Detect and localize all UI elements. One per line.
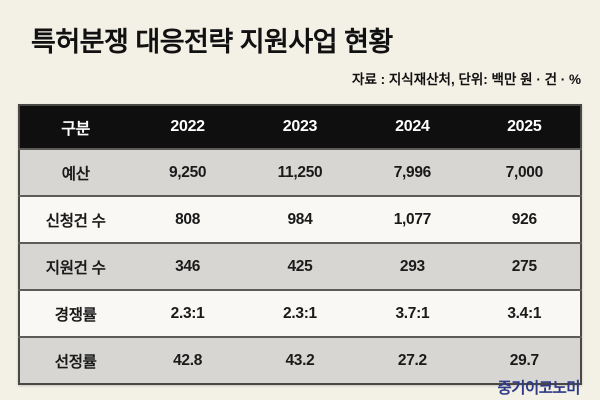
table-cell: 346 (131, 242, 244, 290)
column-header-category: 구분 (19, 105, 132, 149)
table-cell: 293 (356, 242, 469, 290)
column-header-2025: 2025 (468, 105, 581, 149)
table-cell: 3.7:1 (356, 289, 469, 337)
column-header-2022: 2022 (131, 105, 244, 149)
column-header-2023: 2023 (243, 105, 357, 149)
table-header-row: 구분 2022 2023 2024 2025 (19, 105, 581, 149)
row-label-budget: 예산 (19, 148, 132, 196)
table-row-supported: 지원건 수 346 425 293 275 (19, 242, 581, 290)
table-cell: 11,250 (243, 148, 357, 196)
table-cell: 275 (468, 242, 581, 290)
table-cell: 7,996 (356, 148, 469, 196)
table-cell: 926 (468, 195, 581, 243)
row-label-selection-rate: 선정률 (19, 336, 132, 384)
table-cell: 3.4:1 (468, 289, 581, 337)
table-cell: 425 (243, 242, 357, 290)
table-row-budget: 예산 9,250 11,250 7,996 7,000 (19, 148, 581, 196)
table-cell: 7,000 (468, 148, 581, 196)
column-header-2024: 2024 (356, 105, 469, 149)
status-table-container: 구분 2022 2023 2024 2025 예산 9,250 11,250 7… (18, 104, 582, 385)
row-label-supported: 지원건 수 (19, 242, 132, 290)
status-table: 구분 2022 2023 2024 2025 예산 9,250 11,250 7… (18, 104, 582, 385)
table-cell: 42.8 (131, 336, 244, 384)
page-title: 특허분쟁 대응전략 지원사업 현황 (31, 27, 393, 57)
source-unit-note: 자료 : 지식재산처, 단위: 백만 원 · 건 · % (352, 72, 581, 87)
table-cell: 808 (131, 195, 244, 243)
table-cell: 2.3:1 (243, 289, 357, 337)
table-cell: 29.7 (468, 336, 581, 384)
row-label-competition-rate: 경쟁률 (19, 289, 132, 337)
table-row-selection-rate: 선정률 42.8 43.2 27.2 29.7 (19, 336, 581, 384)
table-cell: 27.2 (356, 336, 469, 384)
table-cell: 1,077 (356, 195, 469, 243)
table-cell: 2.3:1 (131, 289, 244, 337)
brand-logo: 중기이코노미 (497, 380, 580, 397)
table-cell: 43.2 (243, 336, 357, 384)
table-cell: 9,250 (131, 148, 244, 196)
row-label-applications: 신청건 수 (19, 195, 132, 243)
table-cell: 984 (243, 195, 357, 243)
table-row-competition-rate: 경쟁률 2.3:1 2.3:1 3.7:1 3.4:1 (19, 289, 581, 337)
table-row-applications: 신청건 수 808 984 1,077 926 (19, 195, 581, 243)
